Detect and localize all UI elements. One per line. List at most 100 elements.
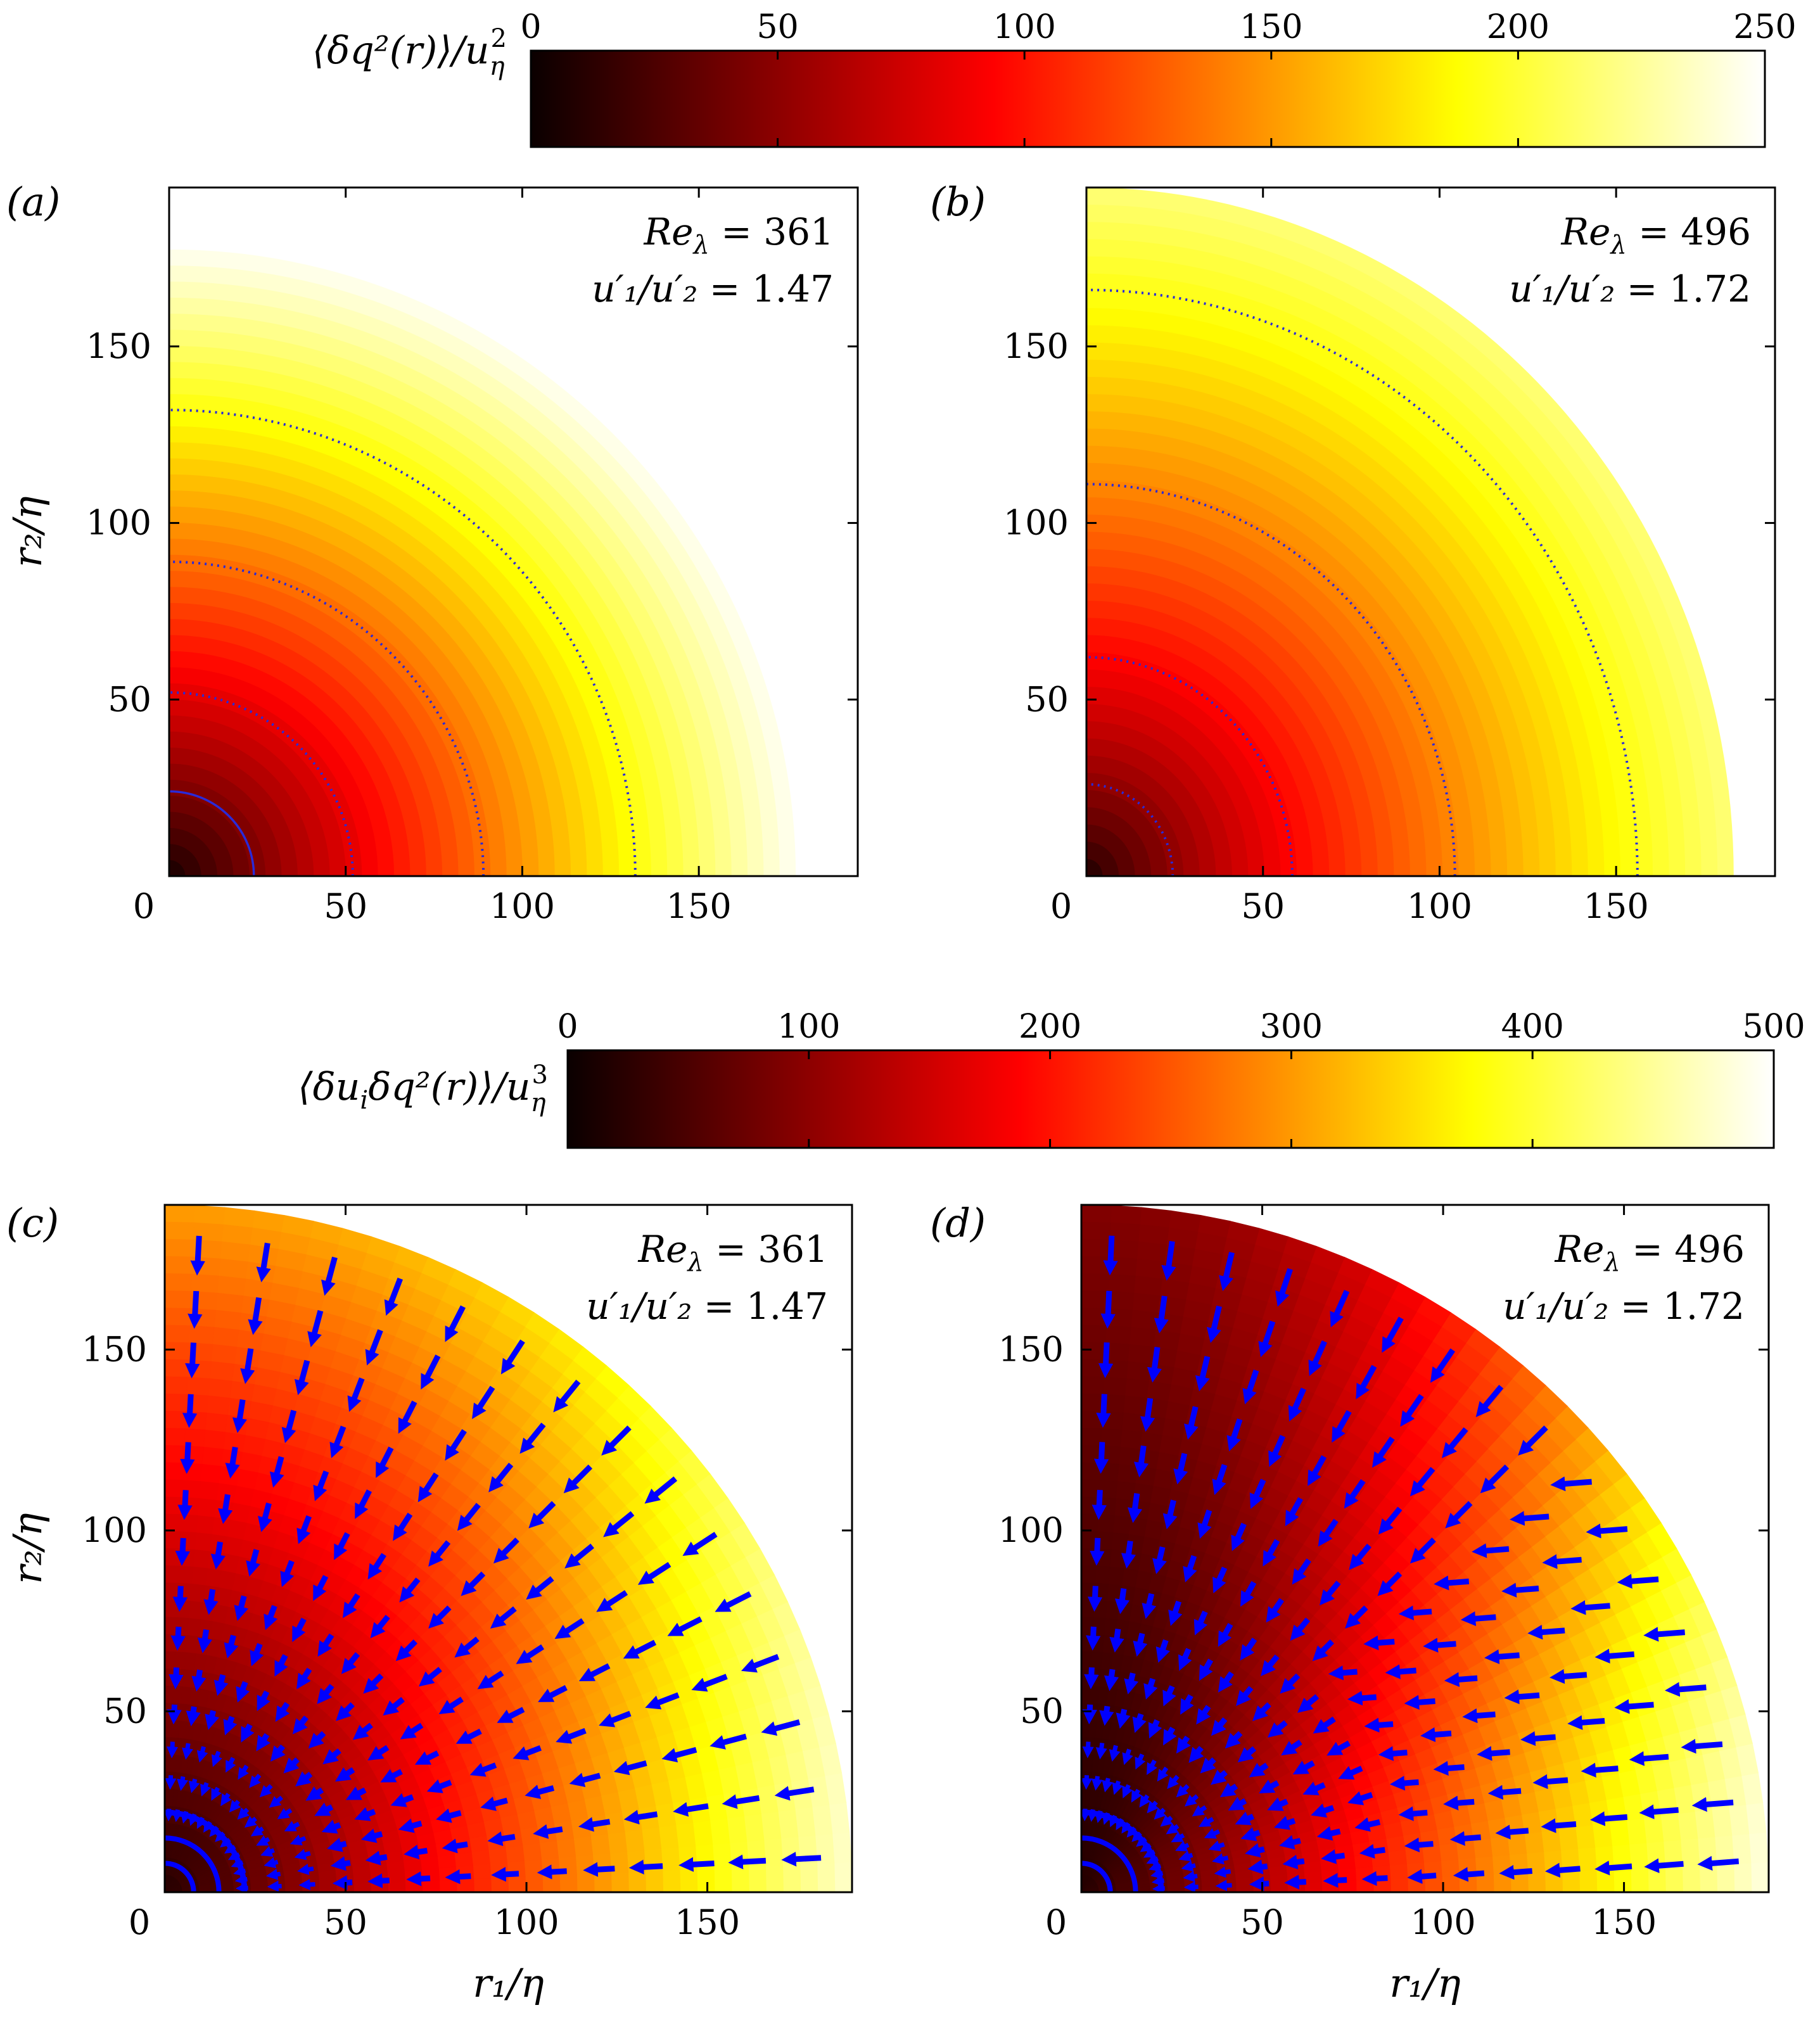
flux-arrow <box>342 1593 360 1619</box>
flux-arrow <box>352 1722 373 1740</box>
flux-arrow <box>1183 1871 1198 1883</box>
flux-arrow <box>469 1762 497 1777</box>
flux-arrow <box>190 1235 205 1276</box>
flux-arrow <box>1282 1854 1305 1870</box>
flux-arrow <box>1520 1731 1556 1747</box>
flux-arrow <box>354 1807 376 1821</box>
flux-arrow <box>497 1707 525 1723</box>
flux-arrow <box>556 1727 587 1744</box>
flux-arrow <box>317 1684 334 1705</box>
flux-arrow <box>1527 1624 1565 1640</box>
flux-arrow <box>234 1873 248 1885</box>
flux-arrow <box>445 1305 466 1342</box>
x-tick-label: 150 <box>1584 886 1649 926</box>
flux-arrow <box>1247 1859 1268 1874</box>
flux-arrow <box>390 1793 414 1807</box>
flux-arrow <box>322 1748 341 1765</box>
heatmap-cell <box>522 1842 542 1861</box>
heatmap-cell <box>1562 1870 1581 1892</box>
flux-arrow <box>1140 1397 1155 1432</box>
x-axis-label: r₁/η <box>473 1960 544 2006</box>
flux-arrow <box>308 1731 326 1749</box>
heatmap-cell <box>1081 1238 1110 1257</box>
reynolds-annotation: Reλ = 496 <box>1554 1228 1745 1277</box>
heatmap-cell <box>1630 1867 1649 1892</box>
heatmap-cell <box>1304 1881 1323 1892</box>
colorbar-tick-label: 100 <box>993 8 1056 46</box>
heatmap-cell <box>675 1822 696 1848</box>
x-tick-label: 150 <box>675 1902 740 1942</box>
flux-arrow <box>1460 1611 1496 1626</box>
flux-arrow <box>1359 1843 1385 1859</box>
flux-arrow <box>1099 1705 1114 1726</box>
flux-arrow <box>404 1845 428 1860</box>
flux-arrow <box>1151 1874 1165 1887</box>
heatmap-cell <box>1489 1835 1510 1857</box>
flux-arrow <box>1093 1442 1109 1474</box>
flux-arrow <box>334 1767 355 1782</box>
heatmap-cell <box>1404 1847 1424 1864</box>
heatmap-cell <box>1422 1845 1442 1863</box>
y-tick-label: 100 <box>86 503 151 543</box>
flux-arrow <box>246 1549 260 1577</box>
heatmap-cell <box>1138 1224 1169 1245</box>
heatmap-cell <box>1143 1519 1164 1541</box>
flux-arrow <box>264 1605 278 1631</box>
heatmap-cell <box>1390 1877 1408 1892</box>
flux-arrow <box>1364 1717 1394 1733</box>
flux-arrow <box>1449 1831 1481 1846</box>
y-tick-label: 150 <box>86 326 151 366</box>
heatmap-cell <box>165 1668 175 1687</box>
heatmap-cell <box>165 1410 186 1429</box>
flux-arrow <box>1420 1727 1452 1742</box>
flux-arrow <box>1098 1342 1114 1378</box>
y-tick-label: 150 <box>82 1329 147 1369</box>
heatmap-cell <box>1716 1863 1735 1892</box>
heatmap-cell <box>1081 1273 1109 1292</box>
flux-arrow <box>393 1512 413 1541</box>
heatmap-cell <box>1647 1866 1666 1892</box>
flux-arrow <box>355 1489 372 1519</box>
flux-arrow <box>1594 1861 1632 1876</box>
flux-arrow <box>436 1808 462 1823</box>
flux-arrow <box>761 1719 801 1736</box>
heatmap-cell <box>1119 1429 1143 1450</box>
flux-arrow <box>1589 1811 1628 1826</box>
x-tick-label: 100 <box>494 1902 559 1942</box>
flux-arrow <box>210 1541 226 1570</box>
heatmap-cell <box>203 1429 226 1450</box>
heatmap-cell <box>832 1831 852 1864</box>
heatmap-cell <box>1081 1496 1099 1515</box>
flux-arrow <box>1323 1873 1347 1888</box>
heatmap-cell <box>1745 1802 1767 1835</box>
flux-arrow <box>347 1377 365 1412</box>
flux-arrow <box>1133 1632 1148 1657</box>
heatmap-cell <box>165 1565 180 1584</box>
flux-arrow <box>1104 1669 1119 1691</box>
heatmap-cell <box>777 1809 799 1839</box>
colorbar-tick-label: 0 <box>520 8 541 46</box>
flux-arrow <box>313 1470 329 1501</box>
contour-line <box>1086 483 1456 876</box>
heatmap-cell <box>1081 1720 1090 1738</box>
heatmap-cell <box>206 1395 231 1416</box>
heatmap-cell <box>165 1651 176 1670</box>
heatmap-cell <box>1109 1549 1127 1569</box>
heatmap-cell <box>1110 1532 1129 1552</box>
panel-d: 0 50 100 150 50 100 150 (d) Reλ = 496 u′₁/u′₂ = 1… <box>930 1200 1770 2006</box>
heatmap-cell <box>559 1874 578 1892</box>
heatmap-cell <box>1094 1565 1110 1585</box>
flux-arrow <box>398 1400 417 1434</box>
heatmap-cell <box>165 1290 191 1309</box>
flux-arrow <box>563 1464 593 1494</box>
heatmap-cell <box>1124 1378 1149 1399</box>
y-tick-label: 100 <box>1003 503 1069 543</box>
flux-arrow <box>220 1835 232 1848</box>
heatmap-cell <box>1711 1806 1733 1838</box>
flux-arrow <box>189 1813 200 1826</box>
heatmap-cell <box>1081 1342 1106 1361</box>
heatmap-cell <box>1117 1463 1138 1484</box>
flux-arrow <box>428 1605 452 1629</box>
flux-arrow <box>1149 1860 1162 1872</box>
heatmap-cell <box>194 1532 212 1552</box>
